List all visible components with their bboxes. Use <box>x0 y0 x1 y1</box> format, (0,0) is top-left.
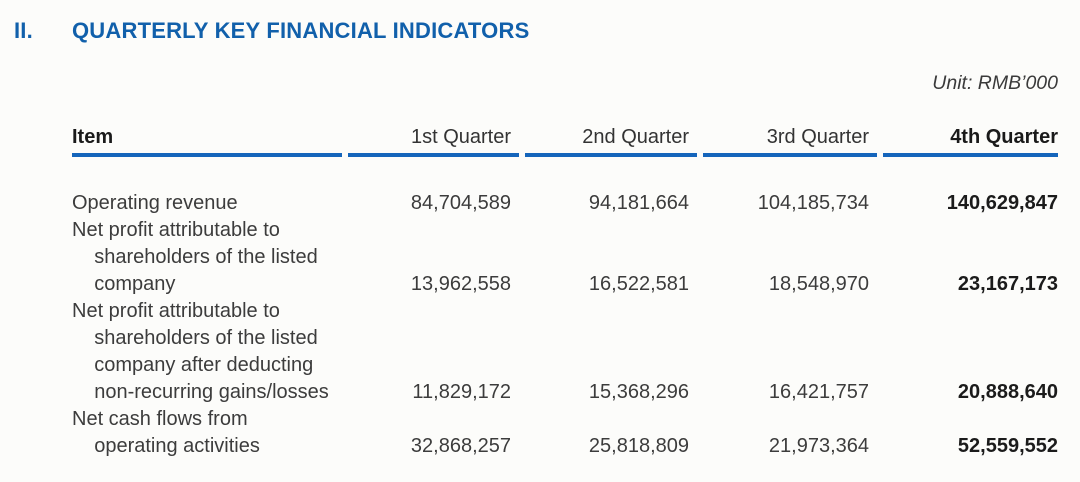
table-row-operating-revenue: Operating revenue 84,704,589 94,181,664 … <box>72 190 1058 217</box>
row-item-label: Net cash flows from operating activities <box>72 408 260 457</box>
table-row-net-cash-flows: Net cash flows from operating activities… <box>72 406 1058 460</box>
column-header-q2: 2nd Quarter <box>525 124 697 157</box>
value-cell-q4: 140,629,847 <box>946 192 1058 214</box>
value-cell-q1: 13,962,558 <box>410 273 511 295</box>
table-body: Operating revenue 84,704,589 94,181,664 … <box>72 190 1058 460</box>
row-item-label: Net profit attributable to shareholders … <box>72 219 318 295</box>
value-cell-q4: 23,167,173 <box>957 273 1058 295</box>
value-cell-q3: 21,973,364 <box>768 435 869 457</box>
value-cell-q4: 52,559,552 <box>957 435 1058 457</box>
value-cell-q4: 20,888,640 <box>957 381 1058 403</box>
value-cell-q1: 11,829,172 <box>412 381 511 403</box>
value-cell-q1: 84,704,589 <box>410 192 511 214</box>
column-header-q1: 1st Quarter <box>348 124 519 157</box>
table-row-net-profit-excl-nonrecurring: Net profit attributable to shareholders … <box>72 298 1058 406</box>
row-item-label: Net profit attributable to shareholders … <box>72 300 329 403</box>
quarterly-indicators-table: Item 1st Quarter 2nd Quarter 3rd Quarter… <box>72 124 1058 460</box>
table-row-net-profit: Net profit attributable to shareholders … <box>72 217 1058 298</box>
column-header-q3: 3rd Quarter <box>703 124 877 157</box>
column-header-q4: 4th Quarter <box>883 124 1058 157</box>
value-cell-q3: 16,421,757 <box>768 381 869 403</box>
section-title: QUARTERLY KEY FINANCIAL INDICATORS <box>72 18 530 43</box>
value-cell-q2: 16,522,581 <box>588 273 689 295</box>
value-cell-q2: 15,368,296 <box>588 381 689 403</box>
table-header-row: Item 1st Quarter 2nd Quarter 3rd Quarter… <box>72 124 1058 157</box>
value-cell-q1: 32,868,257 <box>410 435 511 457</box>
section-number: II. <box>14 18 33 43</box>
value-cell-q3: 104,185,734 <box>757 192 869 214</box>
section-heading: II. QUARTERLY KEY FINANCIAL INDICATORS <box>14 18 1058 44</box>
column-header-item: Item <box>72 124 342 157</box>
value-cell-q3: 18,548,970 <box>768 273 869 295</box>
value-cell-q2: 94,181,664 <box>588 192 689 214</box>
row-item-label: Operating revenue <box>72 192 238 214</box>
unit-note: Unit: RMB’000 <box>932 72 1058 94</box>
value-cell-q2: 25,818,809 <box>588 435 689 457</box>
